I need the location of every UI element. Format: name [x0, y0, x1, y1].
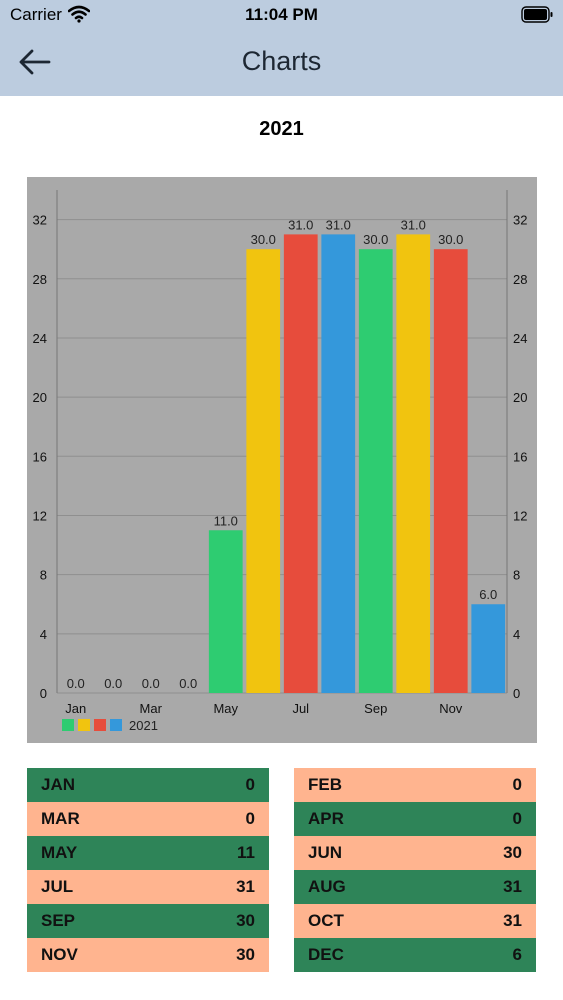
carrier-label: Carrier [10, 5, 62, 24]
month-value: 31 [236, 877, 255, 896]
legend-swatch [62, 719, 74, 731]
navigation-bar: Charts [0, 30, 563, 96]
month-label: JUL [41, 877, 74, 896]
bar-sep [358, 249, 393, 694]
month-label: SEP [41, 911, 76, 930]
value-label: 30.0 [438, 232, 463, 247]
month-label: APR [308, 809, 344, 828]
table-row-dec: DEC 6 [294, 938, 536, 972]
month-value: 6 [512, 945, 522, 964]
bar-oct [396, 234, 431, 693]
y-tick-label-left: 4 [40, 627, 47, 642]
table-row-nov: NOV 30 [27, 938, 269, 972]
y-tick-label-right: 28 [513, 272, 527, 287]
table-row-mar: MAR 0 [27, 802, 269, 836]
x-tick-label: Sep [364, 701, 387, 716]
value-label: 31.0 [401, 217, 426, 232]
table-row-sep: SEP 30 [27, 904, 269, 938]
bar-aug [321, 234, 356, 693]
value-label: 30.0 [363, 232, 388, 247]
value-label: 0.0 [104, 676, 122, 691]
page-title: Charts [241, 46, 322, 76]
bar-jun [246, 249, 281, 694]
y-tick-label-right: 24 [513, 331, 527, 346]
month-label: JUN [308, 843, 343, 862]
table-row-may: MAY 11 [27, 836, 269, 870]
y-tick-label-right: 12 [513, 508, 527, 523]
chart-title: 2021 [259, 118, 304, 140]
table-row-apr: APR 0 [294, 802, 536, 836]
bar-jul [283, 234, 318, 693]
bar-chart: 0 0 4 4 8 8 12 12 16 16 20 20 24 24 28 28 32 32 0.0 Jan 0.0 0… [27, 177, 537, 743]
table-row-jan: JAN 0 [27, 768, 269, 802]
month-label: MAR [41, 809, 80, 828]
value-label: 31.0 [288, 217, 313, 232]
y-tick-label-left: 16 [33, 449, 47, 464]
month-value: 30 [236, 911, 255, 930]
month-value: 11 [237, 843, 255, 862]
x-tick-label: May [213, 701, 238, 716]
table-row-oct: OCT 31 [294, 904, 536, 938]
y-tick-label-left: 0 [40, 686, 47, 701]
value-label: 11.0 [214, 513, 238, 528]
x-tick-label: Jul [292, 701, 309, 716]
month-value: 0 [245, 775, 255, 794]
y-tick-label-right: 20 [513, 390, 527, 405]
battery-icon [521, 6, 553, 23]
status-bar: Carrier 11:04 PM [0, 0, 563, 30]
month-label: FEB [308, 775, 342, 794]
arrow-left-icon[interactable] [18, 47, 52, 77]
month-value: 30 [236, 945, 255, 964]
month-table-left: JAN 0 MAR 0 MAY 11 JUL 31 SEP 30 NOV 30 [27, 768, 269, 972]
month-value: 0 [512, 775, 522, 794]
y-tick-label-right: 8 [513, 568, 520, 583]
y-tick-label-right: 16 [513, 449, 527, 464]
month-value: 0 [245, 809, 255, 828]
value-label: 6.0 [479, 587, 497, 602]
month-label: AUG [308, 877, 346, 896]
month-label: MAY [41, 843, 78, 862]
y-tick-label-left: 8 [40, 568, 47, 583]
x-tick-label: Mar [140, 701, 163, 716]
y-tick-label-left: 24 [33, 331, 47, 346]
value-label: 30.0 [251, 232, 276, 247]
table-row-aug: AUG 31 [294, 870, 536, 904]
month-label: OCT [308, 911, 344, 930]
month-table-right: FEB 0 APR 0 JUN 30 AUG 31 OCT 31 DEC 6 [294, 768, 536, 972]
y-tick-label-right: 32 [513, 213, 527, 228]
month-value: 31 [503, 877, 522, 896]
y-tick-label-left: 32 [33, 213, 47, 228]
table-row-feb: FEB 0 [294, 768, 536, 802]
value-label: 31.0 [326, 217, 351, 232]
value-label: 0.0 [179, 676, 197, 691]
legend-swatch [78, 719, 90, 731]
y-tick-label-right: 0 [513, 686, 520, 701]
bar-chart-canvas: 0 0 4 4 8 8 12 12 16 16 20 20 24 24 28 28 32 32 0.0 Jan 0.0 0… [33, 190, 527, 733]
wifi-icon [68, 5, 90, 23]
y-tick-label-left: 28 [33, 272, 47, 287]
month-label: NOV [41, 945, 78, 964]
value-label: 0.0 [142, 676, 160, 691]
month-label: DEC [308, 945, 344, 964]
month-value: 0 [512, 809, 522, 828]
x-tick-label: Jan [65, 701, 86, 716]
table-row-jun: JUN 30 [294, 836, 536, 870]
value-label: 0.0 [67, 676, 85, 691]
x-tick-label: Nov [439, 701, 463, 716]
legend-swatch [94, 719, 106, 731]
bar-may [208, 530, 243, 693]
month-value: 31 [503, 911, 522, 930]
bar-dec [471, 604, 506, 693]
bar-nov [433, 249, 468, 694]
status-time: 11:04 PM [245, 5, 318, 24]
header-bar: Carrier 11:04 PM Charts [0, 0, 563, 96]
y-tick-label-left: 12 [33, 508, 47, 523]
legend-swatch [110, 719, 122, 731]
y-tick-label-left: 20 [33, 390, 47, 405]
table-row-jul: JUL 31 [27, 870, 269, 904]
y-tick-label-right: 4 [513, 627, 520, 642]
month-value: 30 [503, 843, 522, 862]
month-label: JAN [41, 775, 76, 794]
legend-label: 2021 [129, 718, 158, 733]
